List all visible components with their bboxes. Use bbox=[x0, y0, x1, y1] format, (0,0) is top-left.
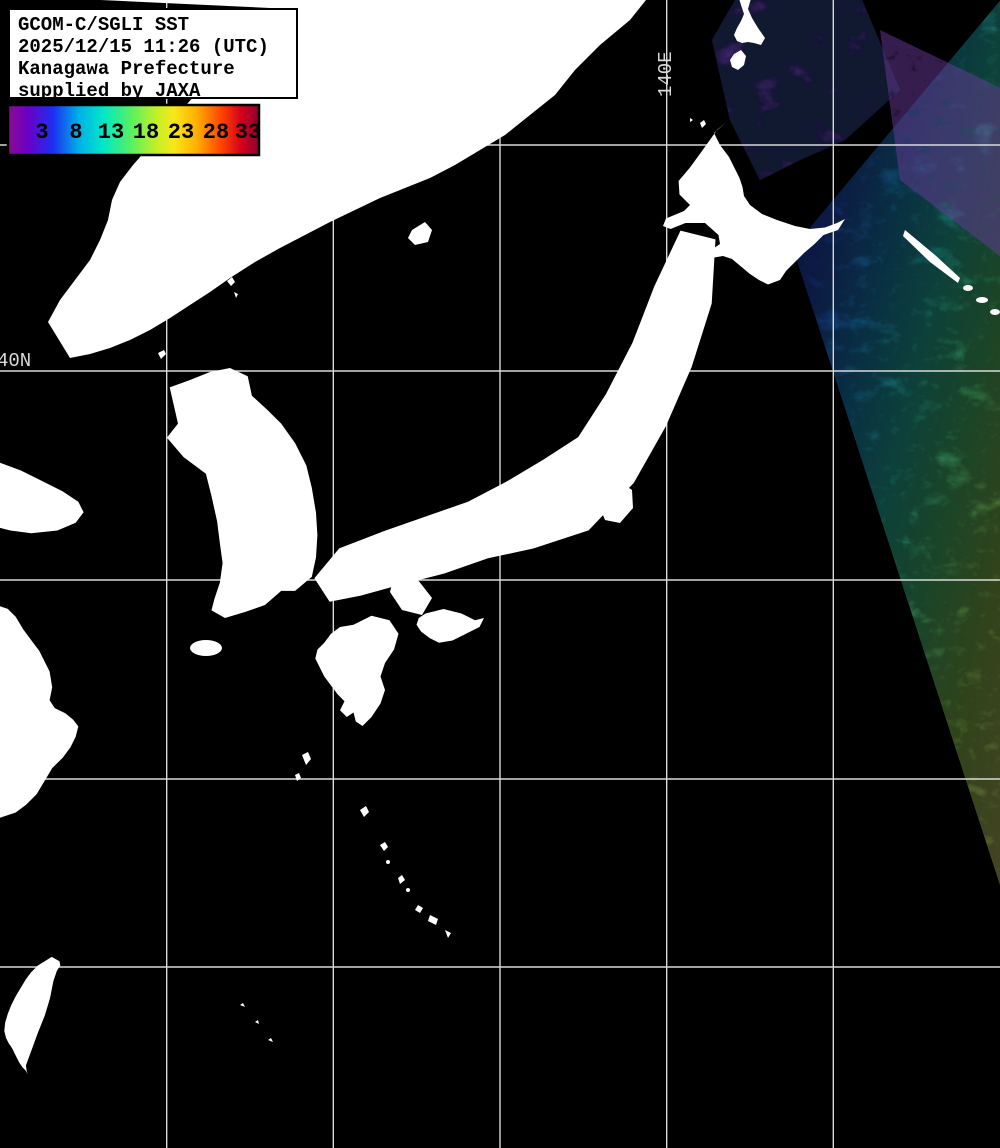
svg-text:18: 18 bbox=[133, 120, 159, 145]
svg-text:28: 28 bbox=[203, 120, 229, 145]
svg-text:GCOM-C/SGLI SST: GCOM-C/SGLI SST bbox=[18, 14, 189, 36]
svg-text:140E: 140E bbox=[655, 51, 677, 97]
svg-text:2025/12/15 11:26 (UTC): 2025/12/15 11:26 (UTC) bbox=[18, 36, 269, 58]
svg-text:23: 23 bbox=[168, 120, 194, 145]
svg-text:33: 33 bbox=[235, 120, 261, 145]
svg-text:3: 3 bbox=[35, 120, 48, 145]
svg-text:Kanagawa Prefecture: Kanagawa Prefecture bbox=[18, 58, 235, 80]
svg-text:supplied by JAXA: supplied by JAXA bbox=[18, 80, 201, 102]
svg-text:13: 13 bbox=[98, 120, 124, 145]
svg-text:40N: 40N bbox=[0, 350, 31, 372]
svg-text:8: 8 bbox=[69, 120, 82, 145]
